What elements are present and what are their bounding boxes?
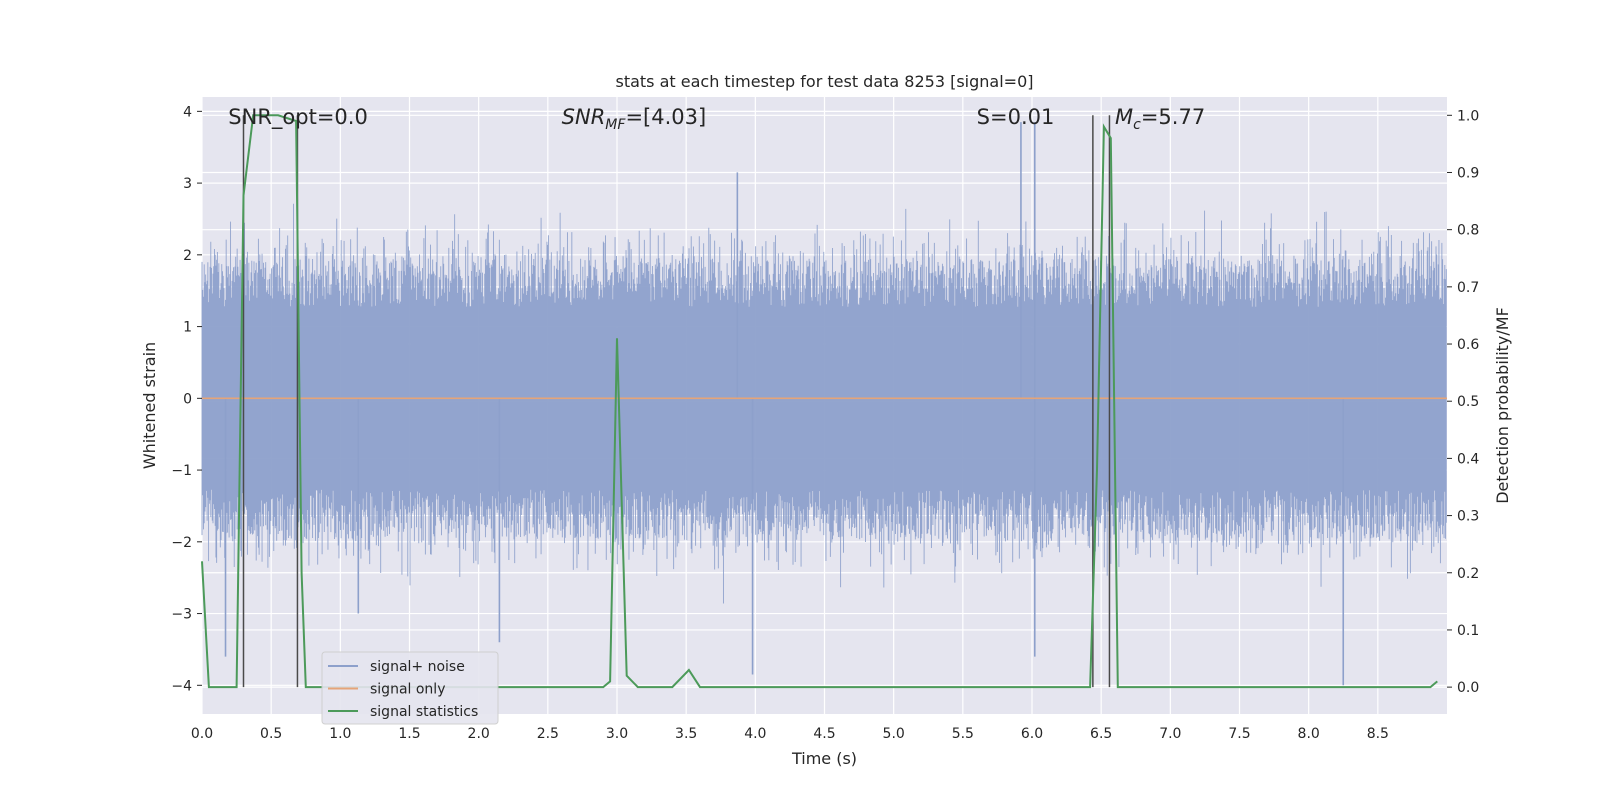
y-tick-label-2: −2	[171, 535, 192, 551]
x-axis-ticks: 0.0 0.5 1.0 1.5 2.0 2.5 3.0 3.5 4.0 4.5 5.0 5.5 6.0 6…	[191, 726, 1389, 742]
y-tick-label-8: 4	[183, 104, 192, 120]
legend-label-signal-only: signal only	[370, 682, 445, 698]
y-tick-label-3: −1	[171, 463, 192, 479]
y-right-tick-label-10: 1.0	[1457, 108, 1479, 124]
y-tick-label-1: −3	[171, 607, 192, 623]
legend-label-signal-statistics: signal statistics	[370, 704, 478, 720]
x-tick-label-9: 4.5	[813, 726, 835, 742]
x-tick-label-1: 0.5	[260, 726, 282, 742]
x-tick-label-13: 6.5	[1090, 726, 1112, 742]
x-tick-label-8: 4.0	[744, 726, 766, 742]
y-right-tick-label-0: 0.0	[1457, 680, 1479, 696]
annotation-2: S=0.01	[977, 105, 1055, 129]
series-signal-statistics	[201, 114, 1438, 689]
x-tick-label-11: 5.5	[952, 726, 974, 742]
x-tick-label-16: 8.0	[1298, 726, 1320, 742]
annotations: SNR_opt=0.0 SNRMF=[4.03] S=0.01 Mc=5.77	[228, 105, 1205, 133]
x-axis-label: Time (s)	[791, 749, 857, 768]
legend-label-signal-plus-noise: signal+ noise	[370, 659, 465, 675]
chart-title: stats at each timestep for test data 825…	[615, 72, 1033, 91]
y-right-tick-label-8: 0.8	[1457, 223, 1479, 239]
y-tick-label-6: 2	[183, 248, 192, 264]
x-tick-label-15: 7.5	[1228, 726, 1250, 742]
y-tick-label-5: 1	[183, 320, 192, 336]
annotation-1: SNRMF=[4.03]	[562, 105, 707, 133]
x-tick-label-5: 2.5	[537, 726, 559, 742]
x-tick-label-7: 3.5	[675, 726, 697, 742]
y-axis-label: Whitened strain	[140, 342, 159, 469]
y-right-tick-label-7: 0.7	[1457, 280, 1479, 296]
y-axis-right-ticks: 0.0 0.1 0.2 0.3 0.4 0.5 0.6 0.7 0.8 0.9 1.0	[1447, 108, 1479, 696]
y-axis-ticks: −4 −3 −2 −1 0 1 2 3 4	[171, 104, 202, 694]
x-tick-label-12: 6.0	[1021, 726, 1043, 742]
y-right-tick-label-1: 0.1	[1457, 623, 1479, 639]
x-tick-label-3: 1.5	[398, 726, 420, 742]
y-right-tick-label-9: 0.9	[1457, 165, 1479, 181]
legend-box	[321, 651, 499, 725]
legend: signal+ noise signal only signal statist…	[321, 651, 499, 725]
x-tick-label-0: 0.0	[191, 726, 213, 742]
x-tick-label-6: 3.0	[606, 726, 628, 742]
x-tick-label-10: 5.0	[883, 726, 905, 742]
y-right-tick-label-5: 0.5	[1457, 394, 1479, 410]
y-right-tick-label-6: 0.6	[1457, 337, 1479, 353]
x-tick-label-4: 2.0	[468, 726, 490, 742]
annotation-3: Mc=5.77	[1115, 105, 1205, 133]
x-tick-label-14: 7.0	[1159, 726, 1181, 742]
y-right-tick-label-2: 0.2	[1457, 566, 1479, 582]
y-tick-label-0: −4	[171, 678, 192, 694]
y-right-tick-label-3: 0.3	[1457, 509, 1479, 525]
y-right-tick-label-4: 0.4	[1457, 451, 1479, 467]
x-tick-label-17: 8.5	[1367, 726, 1389, 742]
x-tick-label-2: 1.0	[329, 726, 351, 742]
y-tick-label-7: 3	[183, 176, 192, 192]
annotation-0: SNR_opt=0.0	[228, 105, 368, 130]
y-tick-label-4: 0	[183, 391, 192, 407]
y-axis-right-label: Detection probability/MF	[1493, 307, 1512, 504]
signal-statistics-line	[201, 114, 1438, 689]
